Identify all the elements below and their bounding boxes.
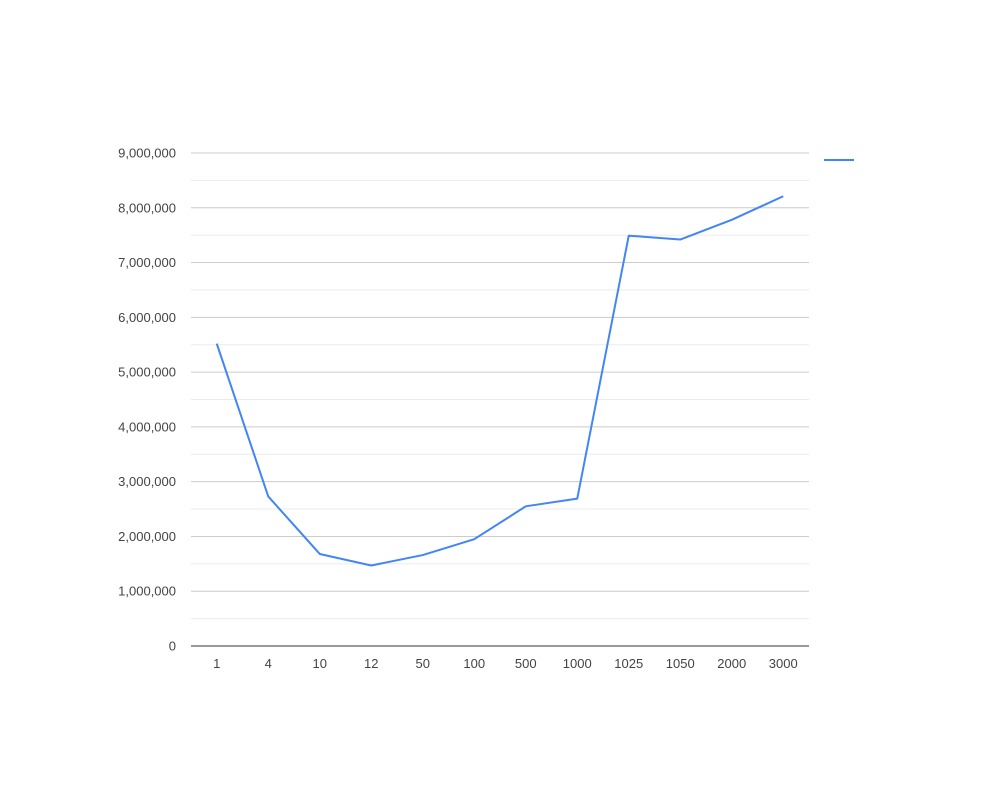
y-tick-label: 3,000,000	[118, 474, 176, 489]
y-tick-label: 7,000,000	[118, 255, 176, 270]
series-layer	[215, 194, 785, 567]
series-line	[215, 195, 784, 567]
data-point	[524, 504, 528, 508]
x-tick-label: 100	[463, 656, 485, 671]
x-tick-label: 4	[265, 656, 272, 671]
data-point	[781, 194, 785, 198]
data-point	[266, 494, 270, 498]
x-tick-label: 50	[416, 656, 430, 671]
y-tick-label: 4,000,000	[118, 419, 176, 434]
y-tick-label: 8,000,000	[118, 200, 176, 215]
y-tick-label: 2,000,000	[118, 529, 176, 544]
y-axis-tick-labels: 0 1,000,000 2,000,000 3,000,000 4,000,000 5,0…	[118, 146, 176, 654]
data-point	[421, 553, 425, 557]
data-point	[678, 238, 682, 242]
y-tick-label: 0	[169, 639, 176, 654]
x-tick-label: 1050	[666, 656, 695, 671]
y-tick-label: 1,000,000	[118, 584, 176, 599]
data-point	[627, 234, 631, 238]
x-axis-tick-labels: 1 4 10 12 50 100 500 1000 1025 1050 2000 3000	[213, 656, 798, 671]
data-point	[472, 537, 476, 541]
data-point	[369, 563, 373, 567]
y-tick-label: 9,000,000	[118, 146, 176, 161]
x-tick-label: 10	[313, 656, 327, 671]
x-tick-label: 12	[364, 656, 378, 671]
x-tick-label: 1025	[614, 656, 643, 671]
x-tick-label: 3000	[769, 656, 798, 671]
data-point	[318, 552, 322, 556]
major-gridlines	[191, 152, 809, 592]
y-tick-label: 6,000,000	[118, 310, 176, 325]
x-tick-label: 500	[515, 656, 537, 671]
x-tick-label: 1	[213, 656, 220, 671]
x-tick-label: 1000	[563, 656, 592, 671]
x-tick-label: 2000	[717, 656, 746, 671]
y-tick-label: 5,000,000	[118, 365, 176, 380]
data-point	[730, 218, 734, 222]
data-point	[215, 342, 219, 346]
data-point	[575, 497, 579, 501]
minor-gridlines	[191, 179, 809, 620]
